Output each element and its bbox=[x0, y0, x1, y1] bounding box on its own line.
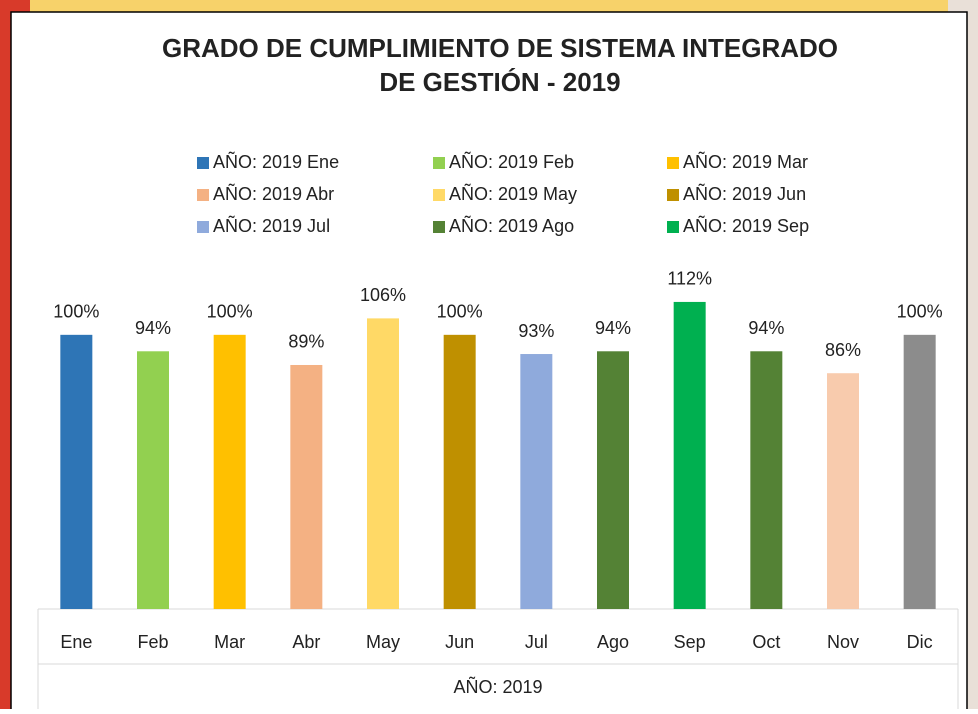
bar bbox=[367, 318, 399, 609]
x-tick-label: Nov bbox=[827, 632, 859, 652]
legend-label: AÑO: 2019 Feb bbox=[449, 151, 574, 172]
data-label: 94% bbox=[595, 318, 631, 338]
x-tick-label: Mar bbox=[214, 632, 245, 652]
x-tick-label: Feb bbox=[137, 632, 168, 652]
bar bbox=[673, 301, 706, 609]
legend-swatch bbox=[197, 221, 209, 233]
data-label: 100% bbox=[437, 302, 483, 322]
data-label: 112% bbox=[667, 269, 712, 289]
legend-swatch bbox=[197, 157, 209, 169]
data-label: 94% bbox=[135, 318, 171, 338]
legend-swatch bbox=[433, 189, 445, 201]
data-label: 100% bbox=[897, 302, 943, 322]
legend-swatch bbox=[667, 157, 679, 169]
data-label: 93% bbox=[518, 321, 554, 341]
bar bbox=[520, 354, 553, 609]
bar bbox=[750, 351, 783, 609]
x-tick-label: Oct bbox=[752, 632, 780, 652]
bar bbox=[827, 373, 859, 609]
chart-frame bbox=[10, 11, 968, 713]
x-tick-label: Sep bbox=[674, 632, 706, 652]
legend-swatch bbox=[197, 189, 209, 201]
legend-swatch bbox=[433, 157, 445, 169]
legend-label: AÑO: 2019 Ene bbox=[213, 151, 339, 172]
chart-title: GRADO DE CUMPLIMIENTO DE SISTEMA INTEGRA… bbox=[162, 33, 838, 63]
legend-swatch bbox=[667, 189, 679, 201]
data-label: 106% bbox=[360, 285, 406, 305]
bar bbox=[60, 334, 93, 609]
x-tick-label: Dic bbox=[907, 632, 933, 652]
x-axis-title: AÑO: 2019 bbox=[453, 676, 542, 697]
x-tick-label: Ene bbox=[60, 632, 92, 652]
data-label: 100% bbox=[207, 302, 253, 322]
data-label: 86% bbox=[825, 340, 861, 360]
data-label: 94% bbox=[748, 318, 784, 338]
x-tick-label: Ago bbox=[597, 632, 629, 652]
x-tick-label: Jun bbox=[445, 632, 474, 652]
chart-title: DE GESTIÓN - 2019 bbox=[379, 67, 620, 97]
bar bbox=[290, 364, 323, 609]
bar bbox=[903, 334, 936, 609]
bar bbox=[213, 334, 246, 609]
x-tick-label: Jul bbox=[525, 632, 548, 652]
x-tick-label: Abr bbox=[292, 632, 320, 652]
legend-label: AÑO: 2019 Abr bbox=[213, 183, 334, 204]
bar bbox=[443, 334, 476, 609]
legend-label: AÑO: 2019 Jun bbox=[683, 183, 806, 204]
legend-swatch bbox=[433, 221, 445, 233]
legend-label: AÑO: 2019 Sep bbox=[683, 215, 809, 236]
data-label: 89% bbox=[288, 332, 324, 352]
legend-swatch bbox=[667, 221, 679, 233]
legend-label: AÑO: 2019 Jul bbox=[213, 215, 330, 236]
legend-label: AÑO: 2019 Ago bbox=[449, 215, 574, 236]
x-tick-label: May bbox=[366, 632, 400, 652]
bar bbox=[137, 351, 169, 609]
legend-label: AÑO: 2019 Mar bbox=[683, 151, 808, 172]
legend-label: AÑO: 2019 May bbox=[449, 183, 577, 204]
data-label: 100% bbox=[53, 302, 99, 322]
bar bbox=[597, 351, 629, 609]
